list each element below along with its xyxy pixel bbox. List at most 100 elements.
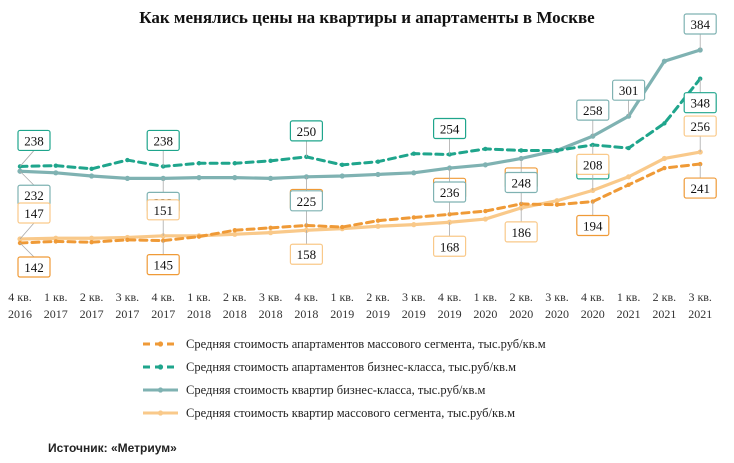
data-point (626, 174, 632, 180)
data-label-box (289, 120, 323, 142)
data-label: 348 (690, 96, 710, 111)
x-tick-label: 1 кв. (187, 290, 211, 304)
data-label-box (504, 171, 538, 194)
x-axis: 4 кв. 2016 1 кв. 2017 2 кв. 2017 3 кв. 2017 4 кв… (8, 290, 712, 321)
data-label: 232 (24, 188, 44, 203)
data-label: 248 (511, 175, 531, 190)
data-label: 145 (153, 258, 173, 273)
data-point (340, 224, 345, 230)
data-label: 151 (153, 203, 173, 218)
data-label-box (17, 129, 51, 152)
data-point (411, 170, 417, 176)
label-leader (19, 242, 35, 258)
data-label-box (17, 256, 51, 278)
data-label: 254 (440, 121, 460, 136)
data-label-box (289, 243, 323, 265)
legend-label: Средняя стоимость квартир бизнес-класса,… (186, 383, 485, 397)
data-point (53, 170, 59, 176)
source-note: Источник: «Метриум» (48, 441, 177, 455)
data-point (554, 198, 560, 204)
legend-marker (157, 387, 164, 393)
x-tick-label: 2021 (688, 307, 712, 321)
data-point (661, 155, 668, 162)
data-label: 158 (297, 247, 317, 262)
x-tick-label: 2 кв. (509, 290, 533, 304)
x-tick-label: 2019 (366, 307, 390, 321)
data-point (268, 175, 274, 182)
x-tick-label: 2 кв. (653, 290, 677, 304)
data-label: 147 (24, 206, 44, 221)
x-tick-label: 4 кв. (581, 290, 605, 304)
data-label-box (17, 202, 51, 224)
x-tick-label: 2017 (151, 307, 175, 321)
data-point (662, 165, 667, 171)
series-line-0 (18, 162, 702, 245)
chart-title: Как менялись цены на квартиры и апартаме… (139, 8, 595, 27)
data-point (626, 145, 631, 151)
data-label: 225 (297, 194, 317, 209)
series-line-1 (18, 77, 702, 171)
data-label: 142 (24, 260, 44, 275)
data-label-box (683, 92, 717, 114)
data-label: 250 (297, 124, 317, 139)
data-label: 384 (690, 17, 710, 32)
data-point (53, 239, 58, 244)
x-tick-label: 2 кв. (366, 290, 390, 304)
data-label: 236 (440, 185, 460, 200)
x-tick-label: 2020 (545, 307, 569, 321)
x-tick-label: 3 кв. (259, 290, 283, 304)
legend-label: Средняя стоимость апартаментов массового… (186, 337, 546, 351)
data-point (268, 158, 273, 164)
series-line-3 (18, 150, 702, 241)
data-label-box (683, 115, 717, 137)
x-tick-label: 2017 (80, 307, 104, 321)
data-label-box (611, 79, 646, 101)
x-tick-label: 2017 (44, 307, 68, 321)
x-tick-label: 3 кв. (116, 290, 140, 304)
legend-label: Средняя стоимость квартир массового сегм… (186, 406, 515, 420)
series-line-2 (18, 48, 702, 181)
x-tick-label: 2 кв. (223, 290, 247, 304)
data-point (519, 148, 524, 153)
data-point (518, 155, 524, 162)
x-tick-label: 2019 (402, 307, 426, 321)
data-point (196, 175, 202, 181)
data-point (483, 146, 488, 152)
data-label: 208 (583, 157, 603, 172)
x-tick-label: 4 кв. (8, 290, 32, 304)
legend-label: Средняя стоимость апартаментов бизнес-кл… (186, 360, 516, 374)
data-point (411, 151, 416, 156)
data-label-box (146, 199, 180, 221)
data-point (89, 235, 95, 241)
data-point (232, 175, 238, 181)
data-label: 258 (583, 103, 603, 118)
data-point (482, 162, 488, 168)
data-label-box (289, 190, 323, 212)
data-point (482, 216, 488, 222)
data-label-box (683, 13, 717, 35)
data-point (125, 157, 130, 163)
x-tick-label: 2 кв. (80, 290, 104, 304)
data-point (375, 223, 381, 229)
label-leader (19, 222, 35, 240)
data-point (268, 230, 274, 236)
x-tick-label: 2018 (187, 307, 211, 321)
legend-marker (157, 341, 164, 347)
data-label-box (146, 129, 180, 152)
data-point (125, 237, 130, 243)
data-label: 238 (24, 133, 44, 148)
data-point (89, 166, 94, 172)
data-label-box (576, 99, 610, 121)
legend: Средняя стоимость апартаментов массового… (143, 337, 546, 420)
x-tick-label: 2018 (259, 307, 283, 321)
data-point (411, 215, 416, 220)
data-point (626, 182, 631, 187)
x-tick-label: 2016 (8, 307, 32, 321)
data-point (196, 161, 202, 166)
x-tick-label: 2017 (115, 307, 139, 321)
data-point (554, 202, 560, 207)
x-tick-label: 3 кв. (688, 290, 712, 304)
data-point (661, 58, 668, 64)
data-label-box (146, 254, 180, 276)
